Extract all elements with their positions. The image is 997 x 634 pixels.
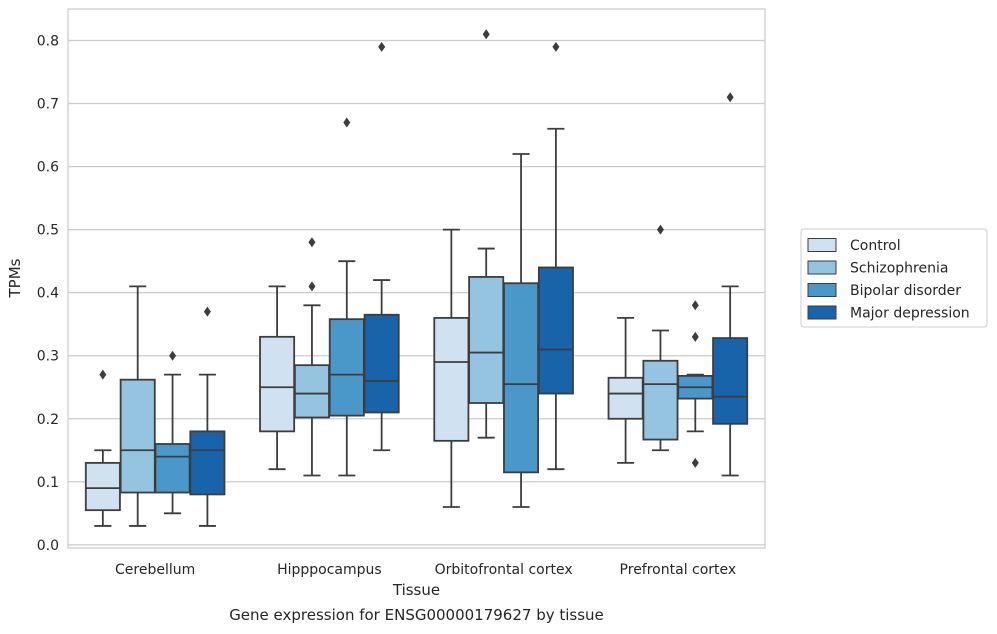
box	[468, 276, 505, 404]
legend-label: Major depression	[850, 306, 970, 322]
y-tick-label: 0.7	[37, 97, 59, 113]
box-group	[503, 153, 540, 508]
box	[642, 359, 679, 441]
outlier-point	[482, 29, 490, 40]
box-series	[84, 29, 749, 527]
box-group	[712, 92, 749, 477]
box	[293, 364, 330, 419]
outlier-point	[99, 369, 107, 380]
box	[259, 335, 296, 433]
box-group	[642, 224, 679, 452]
box	[607, 376, 644, 420]
outlier-point	[308, 237, 316, 248]
box	[119, 378, 156, 494]
outlier-point	[691, 300, 699, 311]
y-tick-label: 0.4	[37, 286, 59, 302]
box	[328, 318, 365, 417]
x-axis-label: Tissue	[392, 581, 440, 599]
x-axis-ticks: Cerebellum Hipppocampus Orbitofrontal cort…	[115, 562, 736, 578]
legend-label: Control	[850, 238, 901, 254]
y-axis-ticks: 0.0 0.1 0.2 0.3 0.4 0.5 0.6 0.7 0.8	[37, 34, 59, 554]
outlier-point	[343, 117, 351, 128]
outlier-point	[308, 281, 316, 292]
box	[537, 266, 574, 395]
legend-label: Bipolar disorder	[850, 283, 961, 299]
box	[712, 337, 749, 425]
box-group	[607, 317, 644, 464]
x-tick-label: Prefrontal cortex	[620, 562, 737, 578]
x-tick-label: Hipppocampus	[277, 562, 382, 578]
box-group	[537, 41, 574, 471]
legend-swatch	[807, 238, 837, 252]
box	[433, 317, 470, 442]
box-group	[363, 41, 400, 452]
figure-caption: Gene expression for ENSG00000179627 by t…	[229, 606, 604, 624]
legend-frame	[800, 228, 988, 328]
legend: Control Schizophrenia Bipolar disorder Majo…	[800, 228, 988, 328]
outlier-point	[203, 306, 211, 317]
x-tick-label: Cerebellum	[115, 562, 195, 578]
box	[154, 443, 191, 494]
box-group	[84, 369, 121, 527]
outlier-point	[552, 41, 560, 52]
y-tick-label: 0.3	[37, 349, 59, 365]
box-group	[119, 285, 156, 527]
y-tick-label: 0.1	[37, 475, 59, 491]
y-tick-label: 0.2	[37, 412, 59, 428]
box-group	[189, 306, 226, 527]
plot-frame	[67, 8, 766, 549]
y-tick-label: 0.5	[37, 223, 59, 239]
legend-swatch	[807, 283, 837, 297]
outlier-point	[656, 224, 664, 235]
legend-swatch	[807, 260, 837, 275]
legend-swatch	[807, 305, 837, 320]
outlier-point	[691, 457, 699, 468]
outlier-point	[378, 41, 386, 52]
legend-label: Schizophrenia	[850, 261, 948, 277]
box-group	[468, 29, 505, 439]
y-tick-label: 0.6	[37, 160, 59, 176]
box-group	[677, 300, 714, 468]
box-group	[154, 350, 191, 515]
outlier-point	[726, 92, 734, 103]
y-tick-label: 0.0	[37, 538, 59, 554]
outlier-point	[169, 350, 177, 361]
outlier-point	[691, 331, 699, 342]
x-tick-label: Orbitofrontal cortex	[435, 562, 573, 578]
box	[84, 461, 121, 512]
box-group	[293, 237, 330, 477]
y-tick-label: 0.8	[37, 34, 59, 50]
box	[363, 313, 400, 414]
box-group	[433, 228, 470, 508]
box	[503, 282, 540, 474]
box-group	[259, 285, 296, 471]
y-axis-label: TPMs	[6, 258, 24, 298]
box	[189, 430, 226, 496]
box-group	[328, 117, 365, 477]
